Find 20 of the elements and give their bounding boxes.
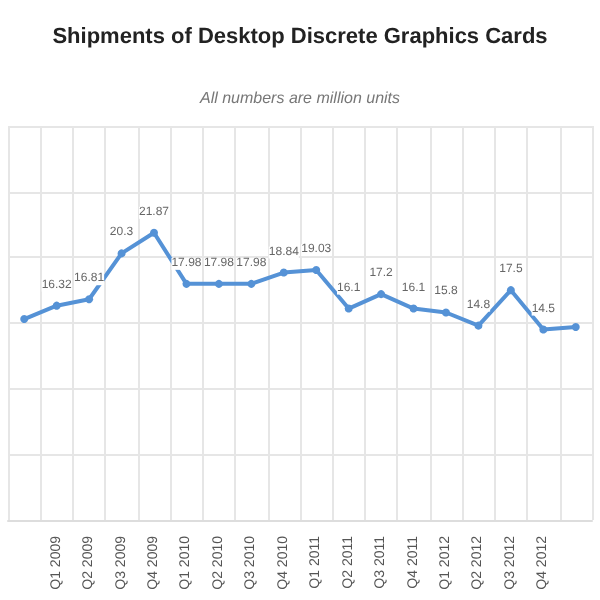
point xyxy=(20,315,29,324)
point xyxy=(247,279,256,288)
point xyxy=(344,304,353,313)
point xyxy=(150,228,158,237)
point xyxy=(442,308,450,317)
point xyxy=(474,321,483,330)
point xyxy=(214,279,223,288)
point xyxy=(85,295,94,304)
text: All numbers are million units xyxy=(197,89,401,107)
point xyxy=(52,301,61,310)
point xyxy=(377,290,386,299)
point xyxy=(409,304,418,313)
point xyxy=(312,266,321,275)
chart-title: Shipments of Desktop Discrete Graphics Cards xyxy=(52,25,548,49)
point xyxy=(182,279,191,288)
point xyxy=(279,268,288,277)
point xyxy=(571,322,580,331)
point xyxy=(506,286,515,295)
point xyxy=(539,325,548,334)
point xyxy=(117,249,126,258)
